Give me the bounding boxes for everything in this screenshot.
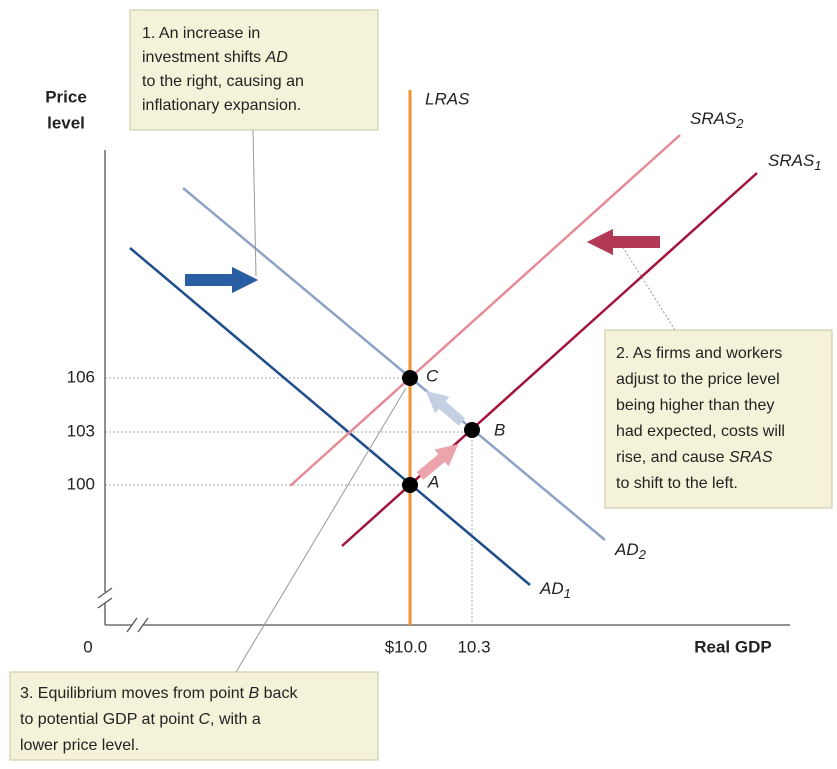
x-tick-label: $10.0 — [385, 637, 428, 656]
note-line: adjust to the price level — [616, 371, 780, 388]
y-axis-label: Price — [45, 87, 87, 106]
note-line: to shift to the left. — [616, 475, 738, 492]
point-b — [464, 422, 480, 438]
sras2-curve — [289, 134, 681, 487]
point-label: B — [494, 420, 505, 439]
note-line: had expected, costs will — [616, 423, 785, 440]
point-label: A — [427, 472, 439, 491]
note-line: lower price level. — [20, 737, 139, 754]
y-tick-label: 106 — [67, 367, 95, 386]
note-line: to the right, causing an — [142, 73, 304, 90]
point-a — [402, 477, 418, 493]
x-axis-label: Real GDP — [694, 637, 771, 656]
guides — [105, 377, 473, 625]
note-line: being higher than they — [616, 397, 774, 414]
curve-label: LRAS — [425, 89, 470, 108]
note-line: rise, and cause SRAS — [616, 449, 773, 466]
note-2: 2. As firms and workers adjust to the pr… — [604, 329, 833, 509]
note-line: inflationary expansion. — [142, 97, 301, 114]
origin-label: 0 — [83, 637, 92, 656]
note-line: 3. Equilibrium moves from point B back — [20, 685, 298, 702]
curve-label: SRAS1 — [768, 151, 822, 173]
curve-label: AD2 — [614, 540, 647, 562]
ad1-curve — [129, 247, 531, 586]
note-box — [129, 9, 379, 131]
note-3: 3. Equilibrium moves from point B back t… — [9, 671, 379, 761]
point-c — [402, 370, 418, 386]
axes — [97, 150, 790, 633]
y-tick-label: 103 — [67, 421, 95, 440]
curve-label: AD1 — [539, 579, 571, 601]
note-line: to potential GDP at point C, with a — [20, 711, 261, 728]
note-line: investment shifts AD — [142, 49, 288, 66]
point-label: C — [426, 366, 439, 385]
note-line: 2. As firms and workers — [616, 345, 782, 362]
note-box — [9, 671, 379, 761]
ad2-curve — [182, 187, 606, 541]
note-box — [604, 329, 833, 509]
curve-label: SRAS2 — [690, 109, 744, 131]
a-to-b-arrow — [416, 443, 459, 480]
note-1: 1. An increase in investment shifts AD t… — [129, 9, 379, 131]
b-to-c-arrow — [425, 390, 466, 426]
y-axis-label: level — [47, 113, 85, 132]
note-line: 1. An increase in — [142, 25, 260, 42]
leaders — [235, 129, 676, 673]
x-tick-label: 10.3 — [457, 637, 490, 656]
y-tick-label: 100 — [67, 474, 95, 493]
